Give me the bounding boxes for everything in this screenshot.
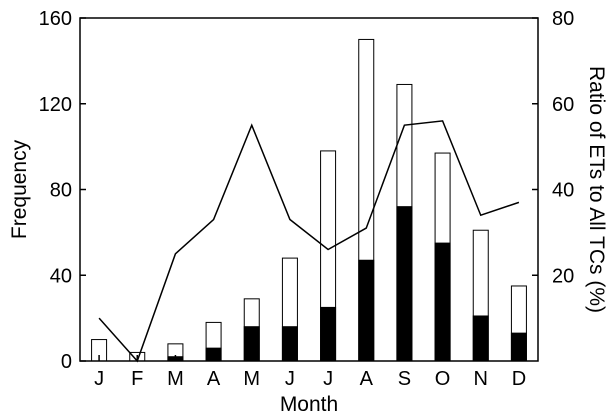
ratio-line-group — [98, 120, 520, 363]
bars-group — [91, 38, 527, 362]
x-tick-label: M — [243, 368, 260, 390]
y-tick-label: 40 — [50, 265, 72, 287]
x-tick-label: J — [94, 368, 104, 390]
x-tick-label: D — [512, 368, 526, 390]
et-bar-9 — [396, 206, 413, 362]
x-tick-label: S — [398, 368, 411, 390]
x-tick-label: N — [474, 368, 488, 390]
x-tick-label: A — [207, 368, 221, 390]
x-tick-label: A — [360, 368, 374, 390]
y2-tick-label: 80 — [552, 8, 574, 30]
et-bar-10 — [434, 242, 451, 362]
et-bar-8 — [358, 259, 375, 362]
et-bar-11 — [472, 315, 489, 362]
x-tick-label: O — [435, 368, 451, 390]
y-tick-label: 80 — [50, 180, 72, 202]
ratio-line — [98, 120, 520, 363]
x-tick-label: M — [167, 368, 184, 390]
x-axis-title: Month — [280, 393, 338, 416]
y-tick-label: 0 — [61, 351, 72, 373]
y-tick-label: 120 — [39, 94, 72, 116]
y2-tick-label: 40 — [552, 180, 574, 202]
y-tick-label: 160 — [39, 8, 72, 30]
x-tick-label: J — [285, 368, 295, 390]
x-tick-label: F — [131, 368, 143, 390]
et-bar-7 — [320, 306, 337, 362]
plot-frame — [79, 17, 539, 362]
y2-tick-label: 60 — [552, 94, 574, 116]
y2-axis-title: Ratio of ETs to All TCs (%) — [585, 66, 607, 313]
y2-tick-label: 20 — [552, 265, 574, 287]
y-axis-title: Frequency — [8, 139, 31, 239]
x-tick-label: J — [323, 368, 333, 390]
